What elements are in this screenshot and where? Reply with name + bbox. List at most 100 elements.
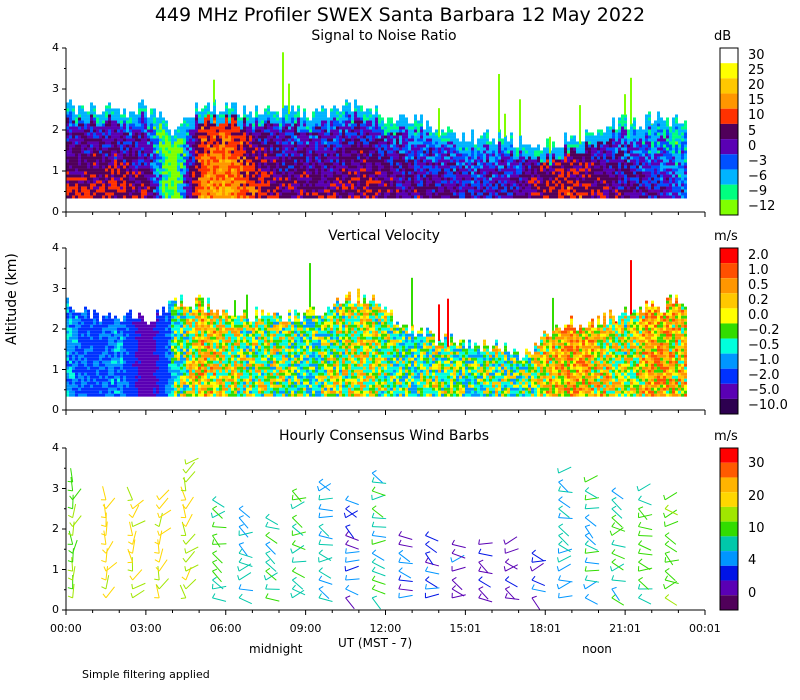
heatmap-cell bbox=[336, 189, 339, 193]
heatmap-cell bbox=[564, 156, 567, 160]
heatmap-cell bbox=[120, 159, 123, 163]
heatmap-cell bbox=[339, 171, 342, 175]
heatmap-cell bbox=[192, 123, 195, 127]
heatmap-cell bbox=[510, 177, 513, 181]
heatmap-cell bbox=[351, 111, 354, 115]
heatmap-cell bbox=[336, 120, 339, 124]
heatmap-cell bbox=[420, 171, 423, 175]
heatmap-cell bbox=[372, 159, 375, 163]
heatmap-cell bbox=[240, 177, 243, 181]
heatmap-cell bbox=[549, 168, 552, 172]
heatmap-cell bbox=[606, 177, 609, 181]
heatmap-cell bbox=[342, 162, 345, 166]
heatmap-cell bbox=[399, 192, 402, 196]
heatmap-cell bbox=[315, 162, 318, 166]
heatmap-cell bbox=[222, 120, 225, 124]
heatmap-cell bbox=[477, 156, 480, 160]
heatmap-cell bbox=[81, 159, 84, 163]
heatmap-cell bbox=[285, 189, 288, 193]
heatmap-cell bbox=[147, 168, 150, 172]
heatmap-cell bbox=[366, 195, 369, 199]
heatmap-cell bbox=[576, 150, 579, 154]
heatmap-cell bbox=[393, 189, 396, 193]
heatmap-cell bbox=[462, 189, 465, 193]
heatmap-cell bbox=[381, 132, 384, 136]
heatmap-cell bbox=[132, 162, 135, 166]
heatmap-cell bbox=[231, 150, 234, 154]
heatmap-cell bbox=[402, 147, 405, 151]
heatmap-cell bbox=[381, 141, 384, 145]
heatmap-cell bbox=[453, 141, 456, 145]
heatmap-cell bbox=[441, 180, 444, 184]
heatmap-cell bbox=[597, 147, 600, 151]
heatmap-cell bbox=[399, 120, 402, 124]
heatmap-cell bbox=[378, 159, 381, 163]
heatmap-cell bbox=[336, 153, 339, 157]
heatmap-cell bbox=[531, 195, 534, 199]
heatmap-cell bbox=[552, 144, 555, 148]
heatmap-cell bbox=[525, 156, 528, 160]
heatmap-cell bbox=[192, 162, 195, 166]
heatmap-cell bbox=[594, 177, 597, 181]
heatmap-cell bbox=[432, 135, 435, 139]
heatmap-cell bbox=[540, 159, 543, 163]
heatmap-cell bbox=[357, 174, 360, 178]
heatmap-cell bbox=[411, 180, 414, 184]
heatmap-cell bbox=[414, 117, 417, 121]
heatmap-cell bbox=[168, 147, 171, 151]
heatmap-cell bbox=[348, 174, 351, 178]
heatmap-cell bbox=[384, 189, 387, 193]
heatmap-cell bbox=[492, 186, 495, 190]
heatmap-cell bbox=[531, 168, 534, 172]
heatmap-cell bbox=[615, 135, 618, 139]
heatmap-cell bbox=[321, 144, 324, 148]
heatmap-cell bbox=[156, 195, 159, 199]
heatmap-cell bbox=[288, 159, 291, 163]
heatmap-cell bbox=[399, 129, 402, 133]
heatmap-cell bbox=[576, 153, 579, 157]
heatmap-cell bbox=[120, 144, 123, 148]
heatmap-cell bbox=[462, 174, 465, 178]
heatmap-cell bbox=[81, 114, 84, 118]
heatmap-cell bbox=[213, 123, 216, 127]
y-tick-label: 4 bbox=[52, 241, 59, 254]
heatmap-cell bbox=[123, 159, 126, 163]
heatmap-cell bbox=[354, 186, 357, 190]
heatmap-cell bbox=[528, 162, 531, 166]
heatmap-cell bbox=[462, 144, 465, 148]
heatmap-cell bbox=[108, 132, 111, 136]
heatmap-cell bbox=[165, 150, 168, 154]
heatmap-cell bbox=[477, 180, 480, 184]
heatmap-cell bbox=[327, 186, 330, 190]
heatmap-cell bbox=[594, 192, 597, 196]
heatmap-cell bbox=[111, 180, 114, 184]
heatmap-cell bbox=[339, 123, 342, 127]
heatmap-cell bbox=[534, 189, 537, 193]
heatmap-cell bbox=[96, 174, 99, 178]
heatmap-cell bbox=[144, 114, 147, 118]
heatmap-cell bbox=[69, 159, 72, 163]
heatmap-cell bbox=[369, 186, 372, 190]
heatmap-cell bbox=[489, 195, 492, 199]
heatmap-cell bbox=[252, 138, 255, 142]
heatmap-cell bbox=[450, 183, 453, 187]
heatmap-cell bbox=[249, 147, 252, 151]
heatmap-cell bbox=[450, 177, 453, 181]
heatmap-cell bbox=[519, 135, 522, 139]
heatmap-cell bbox=[483, 180, 486, 184]
heatmap-cell bbox=[357, 153, 360, 157]
heatmap-cell bbox=[366, 153, 369, 157]
heatmap-cell bbox=[354, 105, 357, 109]
heatmap-cell bbox=[84, 171, 87, 175]
heatmap-cell bbox=[327, 180, 330, 184]
heatmap-cell bbox=[486, 183, 489, 187]
heatmap-cell bbox=[348, 168, 351, 172]
heatmap-cell bbox=[312, 111, 315, 115]
heatmap-cell bbox=[615, 189, 618, 193]
heatmap-cell bbox=[402, 132, 405, 136]
heatmap-cell bbox=[258, 165, 261, 169]
heatmap-cell bbox=[399, 177, 402, 181]
heatmap-cell bbox=[408, 180, 411, 184]
heatmap-cell bbox=[306, 159, 309, 163]
heatmap-cell bbox=[492, 171, 495, 175]
